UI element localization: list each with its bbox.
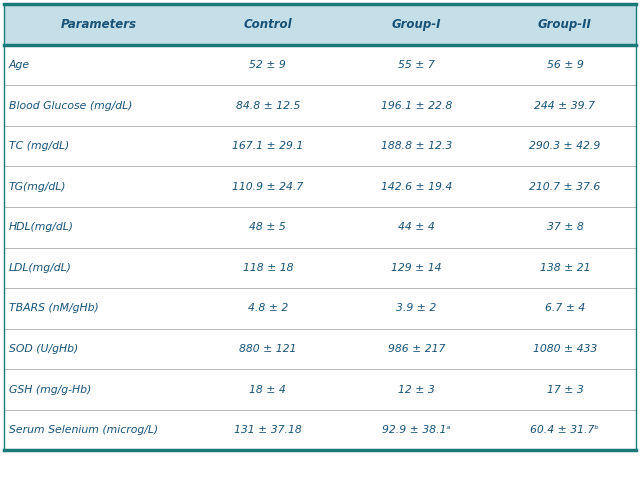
Text: 60.4 ± 31.7ᵇ: 60.4 ± 31.7ᵇ	[531, 425, 600, 435]
Text: 986 ± 217: 986 ± 217	[388, 344, 445, 354]
Text: SOD (U/gHb): SOD (U/gHb)	[9, 344, 78, 354]
Text: TC (mg/dL): TC (mg/dL)	[9, 141, 69, 151]
Text: Group-II: Group-II	[538, 18, 592, 31]
Text: 17 ± 3: 17 ± 3	[547, 384, 583, 395]
Text: 244 ± 39.7: 244 ± 39.7	[534, 101, 595, 110]
Text: 188.8 ± 12.3: 188.8 ± 12.3	[381, 141, 452, 151]
Text: Group-I: Group-I	[392, 18, 441, 31]
Text: 3.9 ± 2: 3.9 ± 2	[396, 303, 436, 313]
Text: 55 ± 7: 55 ± 7	[398, 60, 435, 70]
Bar	[4, 4, 636, 45]
Text: 18 ± 4: 18 ± 4	[250, 384, 286, 395]
Bar	[4, 288, 636, 329]
Bar	[4, 167, 636, 207]
Text: 92.9 ± 38.1ᵃ: 92.9 ± 38.1ᵃ	[382, 425, 451, 435]
Bar	[4, 329, 636, 369]
Text: TG(mg/dL): TG(mg/dL)	[9, 182, 67, 192]
Text: 44 ± 4: 44 ± 4	[398, 222, 435, 232]
Text: TBARS (nM/gHb): TBARS (nM/gHb)	[9, 303, 99, 313]
Text: 167.1 ± 29.1: 167.1 ± 29.1	[232, 141, 303, 151]
Text: 48 ± 5: 48 ± 5	[250, 222, 286, 232]
Bar	[4, 248, 636, 288]
Text: 1080 ± 433: 1080 ± 433	[532, 344, 597, 354]
Text: 129 ± 14: 129 ± 14	[391, 263, 442, 273]
Text: 210.7 ± 37.6: 210.7 ± 37.6	[529, 182, 600, 192]
Text: 142.6 ± 19.4: 142.6 ± 19.4	[381, 182, 452, 192]
Bar	[4, 207, 636, 248]
Text: Control: Control	[244, 18, 292, 31]
Text: 110.9 ± 24.7: 110.9 ± 24.7	[232, 182, 303, 192]
Bar	[4, 45, 636, 85]
Text: Serum Selenium (microg/L): Serum Selenium (microg/L)	[9, 425, 158, 435]
Text: HDL(mg/dL): HDL(mg/dL)	[9, 222, 74, 232]
Text: 880 ± 121: 880 ± 121	[239, 344, 296, 354]
Text: 118 ± 18: 118 ± 18	[243, 263, 293, 273]
Text: 12 ± 3: 12 ± 3	[398, 384, 435, 395]
Text: 138 ± 21: 138 ± 21	[540, 263, 590, 273]
Text: 37 ± 8: 37 ± 8	[547, 222, 583, 232]
Text: Age: Age	[9, 60, 30, 70]
Text: 84.8 ± 12.5: 84.8 ± 12.5	[236, 101, 300, 110]
Text: 4.8 ± 2: 4.8 ± 2	[248, 303, 288, 313]
Text: Parameters: Parameters	[61, 18, 137, 31]
Bar	[4, 369, 636, 410]
Text: GSH (mg/g-Hb): GSH (mg/g-Hb)	[9, 384, 92, 395]
Text: 52 ± 9: 52 ± 9	[250, 60, 286, 70]
Bar	[4, 410, 636, 450]
Text: 290.3 ± 42.9: 290.3 ± 42.9	[529, 141, 600, 151]
Bar	[4, 126, 636, 167]
Text: 196.1 ± 22.8: 196.1 ± 22.8	[381, 101, 452, 110]
Text: 56 ± 9: 56 ± 9	[547, 60, 583, 70]
Text: 6.7 ± 4: 6.7 ± 4	[545, 303, 585, 313]
Text: 131 ± 37.18: 131 ± 37.18	[234, 425, 301, 435]
Text: LDL(mg/dL): LDL(mg/dL)	[9, 263, 72, 273]
Bar	[4, 85, 636, 126]
Text: Blood Glucose (mg/dL): Blood Glucose (mg/dL)	[9, 101, 132, 110]
